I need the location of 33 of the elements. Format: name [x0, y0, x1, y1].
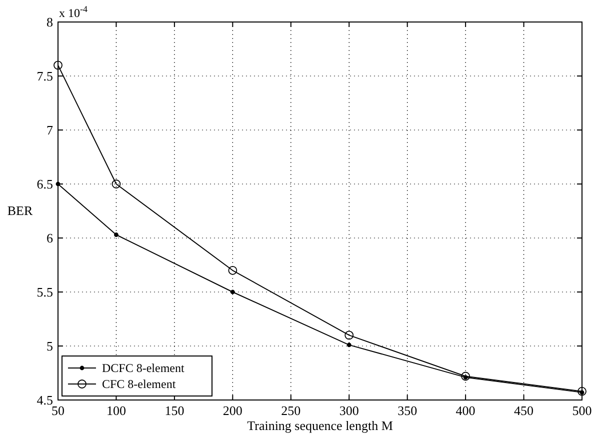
x-tick-label: 300 — [339, 403, 359, 418]
x-tick-label: 50 — [52, 403, 64, 418]
x-tick-label: 400 — [456, 403, 476, 418]
point — [461, 372, 470, 381]
x-tick-label: 450 — [514, 403, 534, 418]
x-tick-label: 200 — [222, 403, 242, 418]
point — [56, 182, 60, 186]
text: x 10$^{-4}$ — [59, 4, 88, 20]
y-tick-label: 6 — [46, 230, 54, 246]
x-tick-label: 500 — [572, 403, 592, 418]
x-tick-label: 100 — [106, 403, 126, 418]
point — [114, 232, 118, 237]
x-axis-title: Training sequence length M — [247, 418, 394, 433]
y-tick-label: 7 — [46, 122, 54, 138]
point — [228, 266, 238, 275]
y-tick-label: 4.5 — [36, 392, 53, 408]
x-tick-label: 350 — [398, 403, 418, 418]
point — [112, 180, 121, 188]
y-tick-label: 7.5 — [36, 68, 53, 84]
y-tick-label: 5 — [46, 338, 53, 354]
point — [344, 330, 354, 340]
y-axis-title: BER — [7, 203, 33, 218]
legend-label: CFC 8-element — [102, 377, 176, 391]
x-tick-label: 150 — [164, 403, 184, 418]
point — [578, 386, 586, 396]
point — [346, 342, 352, 348]
y-tick-label: 5.5 — [36, 284, 53, 300]
point — [230, 290, 235, 294]
y-tick-label: 8 — [46, 14, 53, 30]
y-tick-label: 6.5 — [36, 176, 53, 192]
point — [54, 60, 62, 70]
x-tick-label: 250 — [281, 403, 301, 418]
legend-label: DCFC 8-element — [102, 361, 185, 375]
